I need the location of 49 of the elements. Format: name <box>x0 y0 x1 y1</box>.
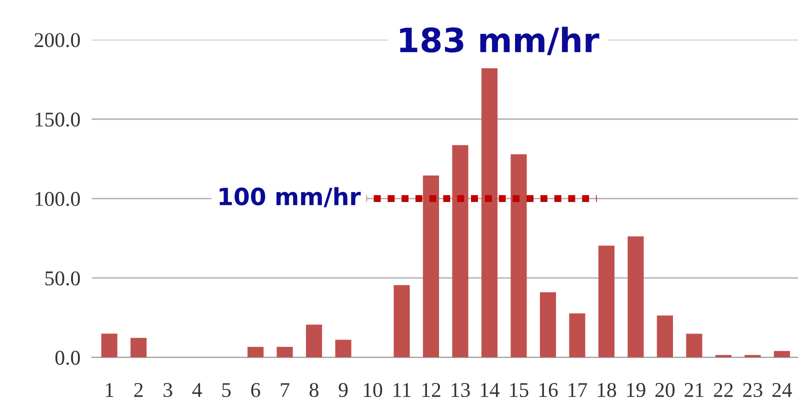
x-tick-label: 13 <box>452 383 470 398</box>
x-tick-label: 22 <box>714 383 733 397</box>
x-tick-label: 12 <box>422 383 440 397</box>
x-tick-label: 2 <box>134 383 143 397</box>
x-tick-label: 15 <box>510 383 528 398</box>
x-tick-label: 20 <box>655 382 675 398</box>
x-tick-label: 24 <box>772 383 792 397</box>
y-tick-label: 100.0 <box>36 192 80 206</box>
bar <box>569 313 586 358</box>
bar <box>540 292 556 358</box>
bar <box>656 315 673 358</box>
x-tick-label: 16 <box>539 383 558 398</box>
bar <box>510 154 527 358</box>
bar <box>686 334 702 358</box>
bar <box>774 351 790 358</box>
x-tick-label: 9 <box>338 383 348 398</box>
x-tick-label: 1 <box>106 383 114 397</box>
x-tick-label: 14 <box>480 383 500 397</box>
x-tick-label: 21 <box>684 383 704 397</box>
x-tick-label: 23 <box>743 383 762 398</box>
x-tick-label: 10 <box>364 382 382 398</box>
bar <box>481 68 498 358</box>
bar <box>276 346 293 358</box>
bar <box>247 346 264 358</box>
x-tick-label: 18 <box>598 382 616 398</box>
y-tick-label: 50.0 <box>45 271 80 286</box>
bar <box>628 236 644 358</box>
bar <box>422 176 440 358</box>
x-tick-label: 19 <box>627 383 646 398</box>
ref-line-label: 100 mm/hr <box>220 187 361 208</box>
x-tick-label: 4 <box>192 383 202 397</box>
bar <box>452 145 468 358</box>
x-tick-label: 3 <box>164 383 172 398</box>
x-tick-label: 11 <box>394 383 411 397</box>
bar <box>394 285 410 358</box>
y-tick-label: 0.0 <box>55 350 80 365</box>
y-tick-label: 150.0 <box>36 112 80 127</box>
x-tick-label: 5 <box>222 383 231 398</box>
bar <box>335 340 352 358</box>
bar <box>306 324 322 358</box>
x-tick-label: 8 <box>310 382 318 398</box>
x-tick-label: 7 <box>280 383 290 397</box>
bar <box>101 334 118 358</box>
bar <box>598 246 614 358</box>
x-tick-label: 17 <box>568 383 588 397</box>
bar <box>130 338 147 358</box>
y-tick-label: 200.0 <box>34 33 80 48</box>
x-tick-label: 6 <box>251 383 260 398</box>
annotation: 183 mm/hr <box>400 26 600 56</box>
